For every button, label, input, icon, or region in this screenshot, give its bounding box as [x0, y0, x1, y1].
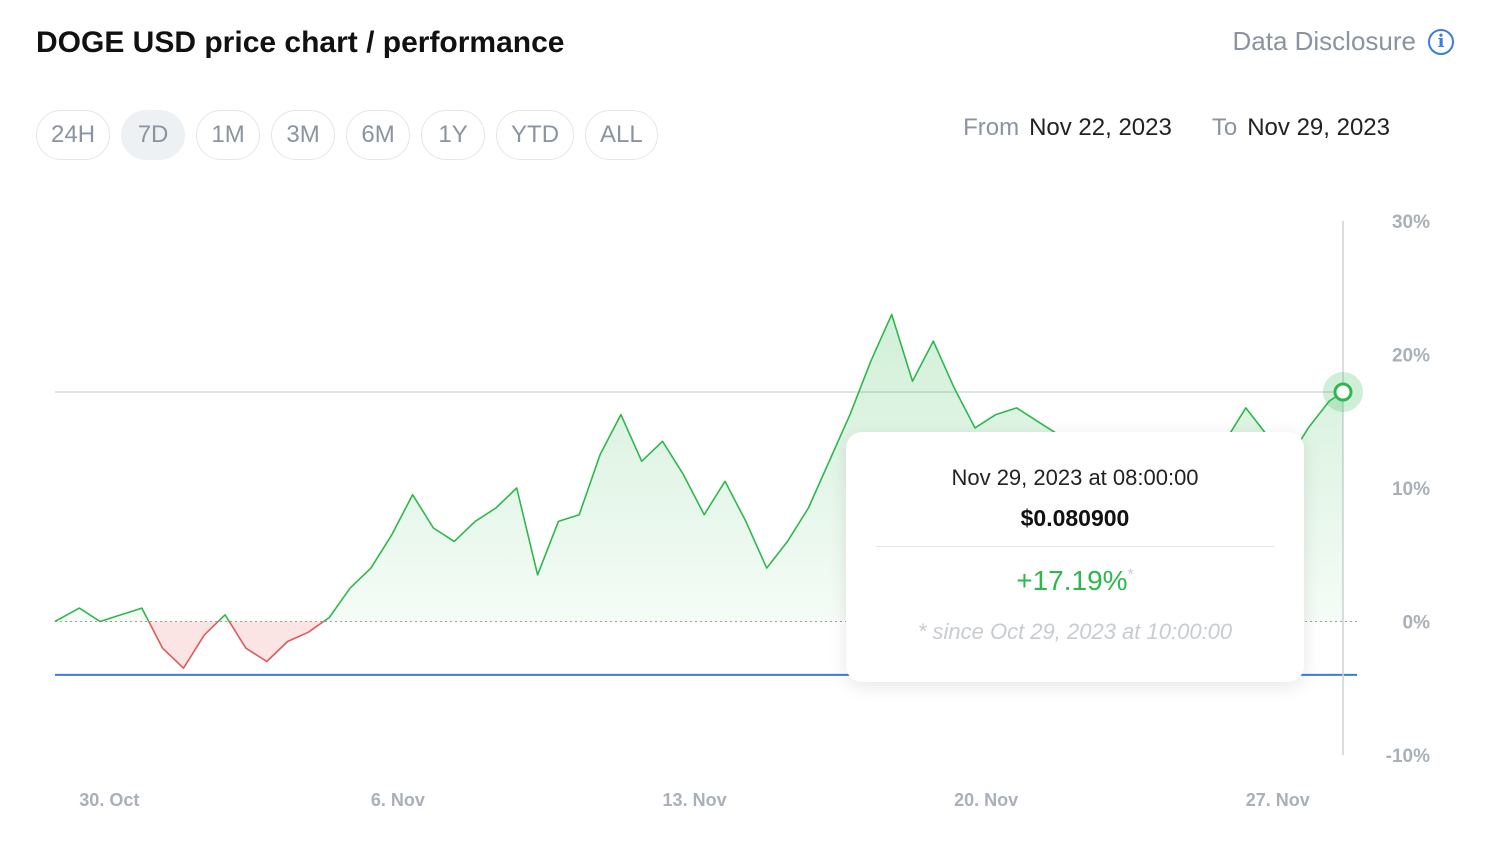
x-tick-label: 27. Nov [1246, 790, 1310, 810]
range-button-6m[interactable]: 6M [346, 110, 411, 160]
y-tick-label: 10% [1392, 479, 1430, 500]
y-tick-label: 20% [1392, 346, 1430, 367]
range-button-7d[interactable]: 7D [121, 110, 186, 160]
tooltip-change-value: +17.19% [1016, 565, 1128, 596]
tooltip-datetime: Nov 29, 2023 at 08:00:00 [951, 465, 1199, 490]
page-title: DOGE USD price chart / performance [36, 26, 565, 59]
tooltip-divider [876, 546, 1274, 547]
date-range: From Nov 22, 2023 To Nov 29, 2023 [963, 114, 1390, 142]
x-tick-label: 30. Oct [79, 790, 139, 810]
range-button-1y[interactable]: 1Y [421, 110, 486, 160]
range-button-24h[interactable]: 24H [36, 110, 111, 160]
data-disclosure-label: Data Disclosure [1232, 26, 1416, 56]
chart-tooltip: Nov 29, 2023 at 08:00:00 $0.080900 +17.1… [846, 432, 1304, 682]
range-button-3m[interactable]: 3M [271, 110, 336, 160]
to-date[interactable]: Nov 29, 2023 [1247, 114, 1390, 141]
series-area-down [55, 621, 1343, 669]
y-tick-label: 30% [1392, 212, 1430, 233]
tooltip-since: * since Oct 29, 2023 at 10:00:00 [917, 619, 1233, 644]
x-tick-label: 13. Nov [663, 790, 727, 810]
y-tick-label: 0% [1403, 613, 1431, 634]
from-date[interactable]: Nov 22, 2023 [1029, 114, 1172, 141]
tooltip-price: $0.080900 [1020, 505, 1130, 531]
range-button-1m[interactable]: 1M [196, 110, 261, 160]
tooltip-change: +17.19%* [846, 565, 1304, 597]
to-label: To [1211, 114, 1238, 141]
x-tick-label: 6. Nov [371, 790, 425, 810]
range-button-all[interactable]: ALL [585, 110, 658, 160]
info-icon[interactable]: i [1428, 28, 1454, 55]
range-button-ytd[interactable]: YTD [496, 110, 575, 160]
x-tick-label: 20. Nov [954, 790, 1018, 810]
range-selector: 24H 7D 1M 3M 6M 1Y YTD ALL [36, 110, 658, 160]
series-line-down [55, 621, 326, 669]
data-disclosure-link[interactable]: Data Disclosure i [1232, 26, 1454, 57]
from-label: From [963, 114, 1020, 141]
tooltip-change-marker: * [1127, 566, 1134, 584]
hover-marker [1333, 382, 1353, 402]
y-tick-label: -10% [1386, 746, 1430, 767]
